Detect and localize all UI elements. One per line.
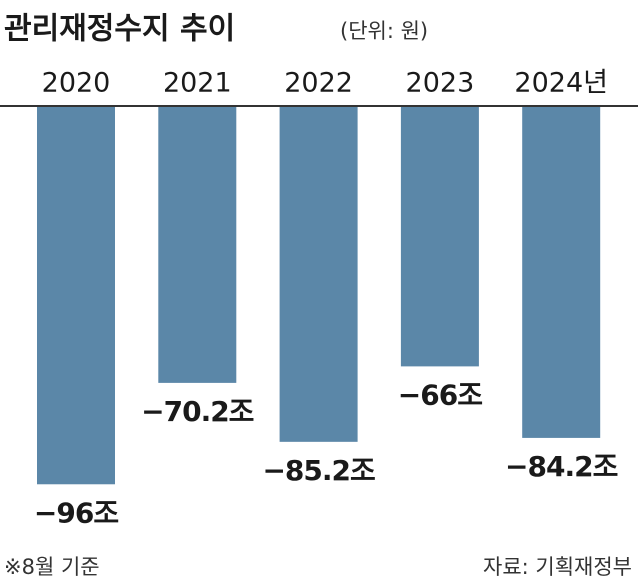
bar	[37, 107, 115, 485]
value-label: −84.2조	[505, 450, 618, 483]
bar	[400, 107, 479, 367]
value-label: −70.2조	[141, 395, 254, 428]
x-tick-label: 2024년	[514, 68, 608, 99]
x-tick-label: 2023	[406, 68, 475, 99]
bar	[522, 107, 601, 438]
x-tick-label: 2020	[42, 68, 111, 99]
x-tick-label: 2021	[163, 68, 232, 99]
value-label: −66조	[398, 378, 482, 411]
chart-title: 관리재정수지 추이	[4, 12, 235, 47]
source: 자료: 기획재정부	[483, 555, 632, 579]
x-tick-label: 2022	[284, 68, 353, 99]
bar	[279, 107, 358, 442]
bar	[158, 107, 237, 383]
value-label: −85.2조	[262, 454, 375, 487]
note: ※8월 기준	[4, 555, 100, 579]
chart-subtitle: (단위: 원)	[340, 19, 428, 43]
value-label: −96조	[34, 496, 118, 529]
